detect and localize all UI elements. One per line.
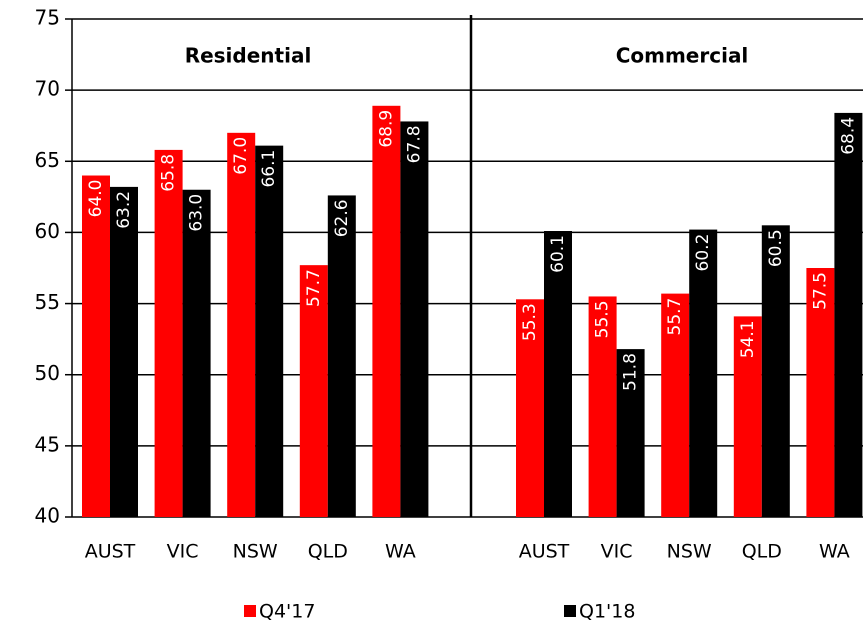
panel-title-bg	[592, 40, 772, 74]
value-label: 67.0	[231, 137, 251, 175]
value-label: 55.7	[665, 298, 685, 336]
bar	[227, 132, 256, 518]
x-tick-label: AUST	[85, 541, 136, 563]
bar	[255, 145, 284, 518]
bar	[327, 195, 356, 518]
value-label: 65.8	[159, 154, 179, 192]
bar	[544, 231, 572, 517]
y-tick-label: 75	[35, 6, 60, 30]
x-tick-label: VIC	[167, 541, 199, 563]
y-tick-label: 65	[35, 148, 60, 172]
value-label: 60.5	[766, 229, 786, 267]
panel-title-bg	[158, 40, 338, 74]
value-label: 68.9	[376, 110, 396, 148]
bar	[806, 268, 835, 517]
bar	[516, 299, 544, 517]
y-tick-label: 70	[35, 77, 60, 101]
value-label: 68.4	[838, 117, 858, 155]
bar	[82, 175, 110, 517]
value-label: 64.0	[86, 180, 106, 218]
y-tick-label: 55	[35, 290, 60, 314]
bar	[689, 229, 718, 517]
y-tick-label: 45	[35, 432, 60, 456]
bar	[834, 112, 863, 517]
value-label: 66.1	[259, 150, 279, 188]
value-label: 62.6	[332, 199, 352, 237]
value-label: 55.3	[520, 303, 540, 341]
x-tick-label: NSW	[233, 541, 278, 563]
bar	[588, 296, 617, 517]
panel-title: Residential	[185, 44, 312, 68]
value-label: 54.1	[738, 320, 758, 358]
bar	[400, 121, 429, 518]
bar	[733, 316, 762, 517]
value-label: 67.8	[404, 125, 424, 163]
bar	[154, 149, 183, 517]
y-tick-label: 50	[35, 361, 60, 385]
bar	[661, 293, 690, 517]
legend-swatch	[564, 605, 576, 617]
value-label: 51.8	[621, 353, 641, 391]
y-tick-label: 40	[35, 504, 60, 528]
value-label: 60.2	[693, 234, 713, 272]
bar	[761, 225, 790, 518]
x-tick-label: WA	[385, 541, 416, 563]
legend-label: Q1'18	[579, 601, 635, 623]
x-tick-label: WA	[819, 541, 850, 563]
value-label: 63.0	[187, 194, 207, 232]
bar	[616, 349, 645, 517]
bar	[110, 186, 138, 517]
x-tick-label: QLD	[308, 541, 348, 563]
x-tick-label: AUST	[519, 541, 570, 563]
x-tick-label: VIC	[601, 541, 633, 563]
value-label: 55.5	[593, 300, 613, 338]
bar	[372, 105, 401, 518]
legend-swatch	[244, 605, 256, 617]
value-label: 63.2	[114, 191, 134, 229]
y-tick-label: 60	[35, 219, 60, 243]
x-tick-label: NSW	[667, 541, 712, 563]
x-tick-label: QLD	[742, 541, 782, 563]
legend-label: Q4'17	[259, 601, 315, 623]
panel-title: Commercial	[616, 44, 749, 68]
value-label: 57.5	[810, 272, 830, 310]
value-label: 57.7	[304, 269, 324, 307]
bar	[182, 189, 211, 517]
value-label: 60.1	[548, 235, 568, 273]
bar	[299, 265, 328, 517]
